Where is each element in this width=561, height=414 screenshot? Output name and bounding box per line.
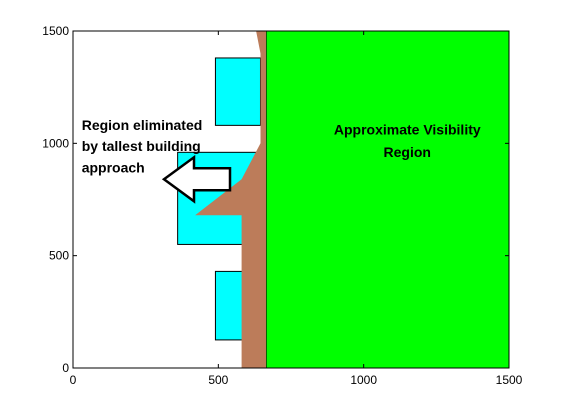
annotation-visibility-line: Approximate Visibility: [334, 121, 481, 137]
x-tick-label: 500: [208, 373, 228, 387]
annotation-eliminated-line: Region eliminated: [82, 117, 203, 133]
y-tick-label: 500: [49, 249, 69, 263]
visibility-region: [266, 31, 509, 368]
visibility-region-layer: [266, 31, 509, 368]
y-tick-label: 0: [62, 361, 69, 375]
y-tick-label: 1000: [42, 136, 69, 150]
x-tick-label: 1500: [496, 373, 523, 387]
building-1: [215, 58, 260, 125]
annotation-eliminated-line: approach: [82, 160, 145, 176]
annotation-eliminated-line: by tallest building: [82, 138, 201, 154]
x-tick-label: 1000: [350, 373, 377, 387]
x-tick-label: 0: [70, 373, 77, 387]
y-tick-label: 1500: [42, 24, 69, 38]
annotation-visibility-line: Region: [384, 144, 431, 160]
